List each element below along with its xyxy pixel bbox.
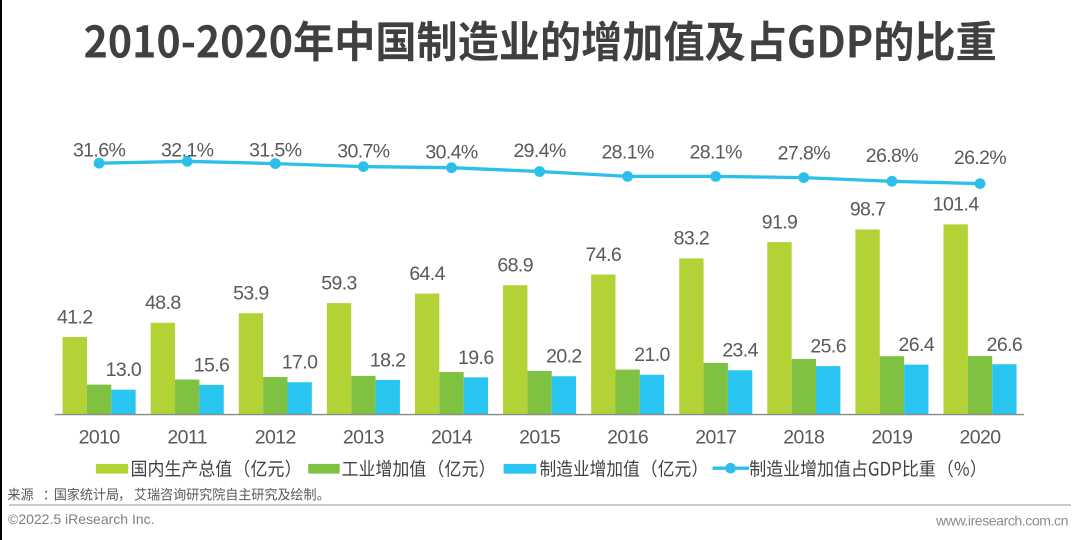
svg-text:©2022.5 iResearch Inc.: ©2022.5 iResearch Inc. <box>8 511 155 527</box>
svg-text:2017: 2017 <box>695 426 736 448</box>
svg-text:2010: 2010 <box>79 426 121 448</box>
svg-text:2018: 2018 <box>783 426 824 448</box>
svg-text:98.7: 98.7 <box>850 199 886 221</box>
svg-text:32.1%: 32.1% <box>161 140 214 162</box>
svg-text:83.2: 83.2 <box>674 228 710 250</box>
svg-text:74.6: 74.6 <box>586 244 622 266</box>
svg-text:25.6: 25.6 <box>810 336 846 358</box>
svg-text:15.6: 15.6 <box>194 354 230 376</box>
svg-text:2011: 2011 <box>167 426 207 448</box>
svg-text:31.6%: 31.6% <box>73 140 126 162</box>
svg-text:27.8%: 27.8% <box>778 143 831 165</box>
svg-text:2016: 2016 <box>607 426 648 448</box>
svg-text:20.2: 20.2 <box>546 346 582 368</box>
svg-text:2014: 2014 <box>431 426 473 448</box>
svg-text:2020: 2020 <box>960 426 1002 448</box>
svg-text:2013: 2013 <box>343 426 384 448</box>
svg-text:48.8: 48.8 <box>145 292 181 314</box>
svg-text:13.0: 13.0 <box>106 359 142 381</box>
svg-text:17.0: 17.0 <box>282 352 318 374</box>
svg-text:31.5%: 31.5% <box>249 140 302 162</box>
svg-text:26.4: 26.4 <box>899 334 935 356</box>
svg-text:101.4: 101.4 <box>933 194 980 216</box>
svg-text:2015: 2015 <box>519 426 561 448</box>
svg-text:64.4: 64.4 <box>409 263 445 285</box>
svg-text:28.1%: 28.1% <box>690 141 743 163</box>
svg-text:26.6: 26.6 <box>987 334 1023 356</box>
svg-text:19.6: 19.6 <box>458 347 494 369</box>
svg-text:26.8%: 26.8% <box>866 145 919 167</box>
svg-text:26.2%: 26.2% <box>954 147 1007 169</box>
svg-text:www.iresearch.com.cn: www.iresearch.com.cn <box>935 513 1068 529</box>
svg-text:2012: 2012 <box>255 426 296 448</box>
svg-text:91.9: 91.9 <box>762 211 798 233</box>
svg-text:23.4: 23.4 <box>722 340 758 362</box>
svg-text:30.7%: 30.7% <box>337 141 390 163</box>
svg-text:29.4%: 29.4% <box>513 140 566 162</box>
svg-text:68.9: 68.9 <box>497 255 533 277</box>
svg-text:41.2: 41.2 <box>57 306 93 328</box>
svg-text:18.2: 18.2 <box>370 350 406 372</box>
svg-text:21.0: 21.0 <box>634 344 670 366</box>
svg-text:53.9: 53.9 <box>233 283 269 305</box>
svg-text:2019: 2019 <box>871 426 912 448</box>
svg-text:30.4%: 30.4% <box>425 141 478 163</box>
svg-text:28.1%: 28.1% <box>601 141 654 163</box>
svg-text:59.3: 59.3 <box>321 272 357 294</box>
